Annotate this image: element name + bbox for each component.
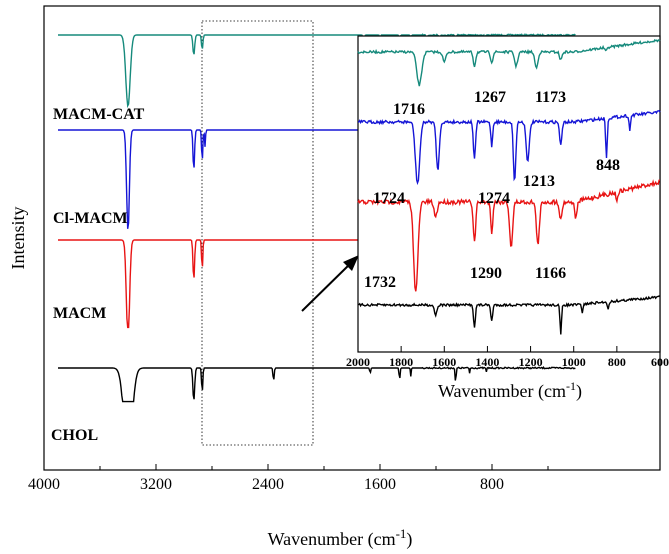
inset-x-tick-label: 1600: [432, 355, 456, 369]
inset-x-tick-labels: 2000 1800 1600 1400 1200 1000 800 600: [346, 355, 669, 369]
peak-label: 848: [596, 157, 620, 174]
peak-label: 1724: [373, 190, 405, 207]
x-tick-label: 3200: [140, 476, 172, 493]
zoom-arrow-line: [301, 261, 353, 312]
inset-x-axis-title: Wavenumber (cm-1): [438, 379, 582, 402]
x-tick-label: 1600: [364, 476, 396, 493]
peak-label: 1213: [523, 173, 555, 190]
inset-x-tick-label: 1000: [562, 355, 586, 369]
peak-label: 1290: [470, 265, 502, 282]
x-axis-title: Wavenumber (cm-1): [268, 526, 413, 551]
main-x-tick-labels: 4000 3200 2400 1600 800: [28, 476, 504, 493]
peak-label: 1267: [474, 89, 506, 106]
spectrum-macm-cat: [58, 33, 576, 109]
x-tick-label: 2400: [252, 476, 284, 493]
series-label-chol: CHOL: [51, 427, 98, 444]
main-x-ticks: [43, 464, 549, 470]
series-label-macm: MACM: [53, 305, 106, 322]
series-label-cl-macm: Cl-MACM: [53, 210, 128, 227]
peak-label: 1716: [393, 101, 425, 118]
inset-x-tick-label: 1800: [389, 355, 413, 369]
peak-label: 1166: [535, 265, 566, 282]
x-tick-label: 4000: [28, 476, 60, 493]
inset-spectrum-macm: [357, 179, 660, 292]
inset-spectra: [357, 38, 661, 335]
series-label-macm-cat: MACM-CAT: [53, 106, 145, 123]
highlight-region-box: [201, 20, 314, 446]
inset-spectrum-macm-cat: [357, 38, 661, 87]
inset-peak-labels: 1716 1267 1173 1724 1274 1213 848 1732 1…: [364, 89, 620, 291]
spectrum-chol: [58, 366, 576, 403]
peak-label: 1732: [364, 274, 396, 291]
inset-x-tick-label: 1200: [519, 355, 543, 369]
inset-spectrum-chol: [357, 295, 661, 335]
x-tick-label: 800: [480, 476, 504, 493]
peak-label: 1173: [535, 89, 566, 106]
inset-x-tick-label: 800: [608, 355, 626, 369]
y-axis-title: Intensity: [8, 207, 28, 270]
peak-label: 1274: [478, 190, 510, 207]
inset-x-tick-label: 600: [651, 355, 669, 369]
inset-x-ticks: [357, 346, 661, 352]
inset-frame: [357, 35, 661, 353]
zoom-arrow-head: [343, 255, 359, 271]
inset-x-tick-label: 2000: [346, 355, 370, 369]
inset-spectrum-cl-macm: [357, 109, 661, 186]
inset-x-tick-label: 1400: [475, 355, 499, 369]
